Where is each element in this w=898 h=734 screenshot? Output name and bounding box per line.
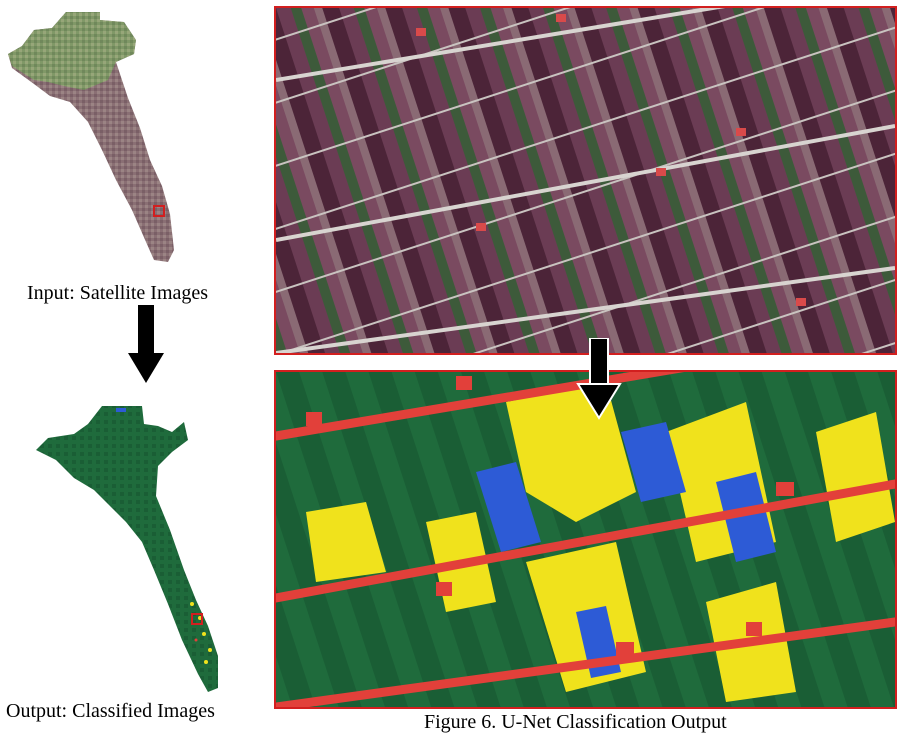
down-arrow-icon bbox=[128, 305, 164, 385]
input-label: Input: Satellite Images bbox=[27, 282, 209, 304]
figure-caption: Figure 6. U-Net Classification Output bbox=[424, 711, 727, 733]
output-map-thumbnail bbox=[32, 404, 228, 700]
input-map-thumbnail bbox=[4, 10, 182, 272]
satellite-zoom-panel bbox=[274, 6, 897, 355]
down-arrow-icon-center bbox=[576, 338, 622, 420]
classified-zoom-panel bbox=[274, 370, 897, 709]
output-label: Output: Classified Images bbox=[6, 700, 215, 722]
region-marker-icon bbox=[153, 205, 165, 217]
region-marker-icon bbox=[191, 613, 203, 625]
